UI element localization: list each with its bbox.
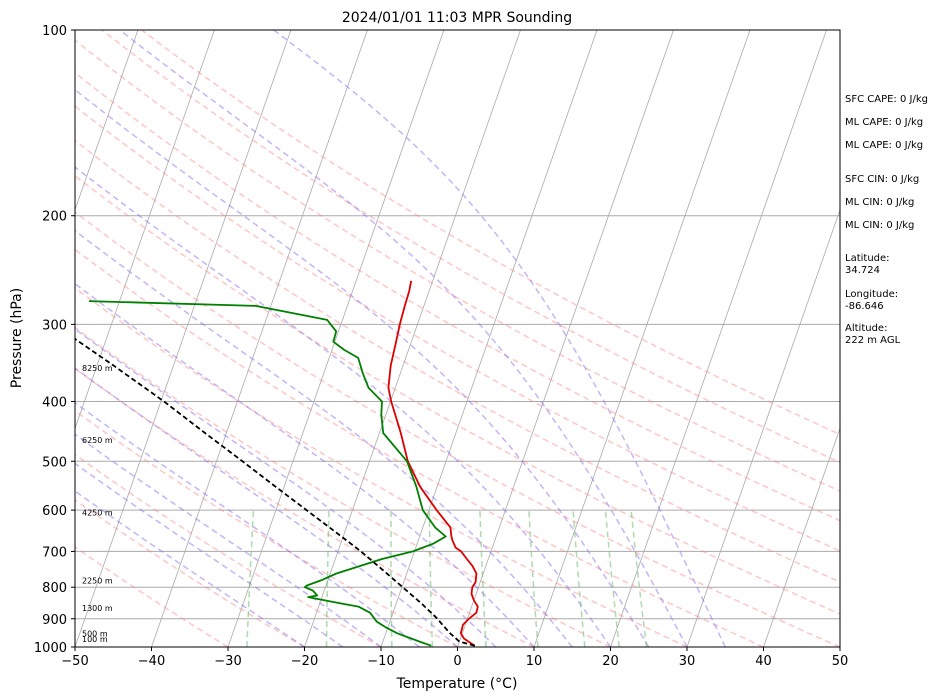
x-axis-ticks: −50 −40 −30 −20 −10 0 10 20 30 40 50 [61, 647, 848, 669]
dry-adiabat-line [75, 39, 840, 492]
moist-adiabat-line [75, 462, 344, 647]
height-label: 4250 m [82, 508, 113, 517]
stat-line: SFC CIN: 0 J/kg [845, 174, 919, 185]
isotherm-line [75, 30, 139, 211]
height-label: 1300 m [82, 604, 113, 613]
dry-adiabat-line [75, 499, 305, 647]
y-tick-label: 200 [42, 210, 67, 225]
y-tick-label: 600 [42, 504, 67, 519]
dry-adiabat-line [75, 546, 229, 647]
moist-adiabat-line [75, 367, 458, 647]
isotherm-line [75, 30, 292, 647]
stat-line: SFC CAPE: 0 J/kg [845, 94, 928, 105]
height-label: 2250 m [82, 576, 113, 585]
dry-adiabat-line [75, 409, 458, 647]
isotherm-line [380, 30, 598, 647]
height-label: 6250 m [82, 436, 113, 445]
location-value: 222 m AGL [845, 335, 901, 346]
moist-adiabat-line [75, 401, 420, 647]
moist-adiabat-line [75, 166, 612, 647]
y-tick-label: 100 [42, 24, 67, 39]
dry-adiabat-line [75, 71, 840, 522]
series-dewpoint-line [88, 300, 447, 647]
location-label: Altitude: [845, 323, 887, 334]
y-axis-label: Pressure (hPa) [9, 288, 25, 388]
chart-title: 2024/01/01 11:03 MPR Sounding [342, 10, 572, 26]
isotherm-line [227, 30, 445, 647]
stat-line: ML CIN: 0 J/kg [845, 197, 914, 208]
stat-line: ML CAPE: 0 J/kg [845, 117, 923, 128]
location-label: Latitude: [845, 253, 890, 264]
x-tick-label: 10 [526, 654, 543, 669]
location-value: 34.724 [845, 265, 880, 276]
dry-adiabat-line [75, 453, 382, 647]
moist-adiabat-line [273, 30, 726, 647]
mixing-ratio-line [630, 510, 648, 647]
y-tick-label: 800 [42, 581, 67, 596]
moist-adiabat-line [75, 282, 535, 647]
y-axis-ticks: 1000 900 800 700 600 500 400 300 200 100 [34, 24, 75, 656]
dry-adiabat-line [75, 211, 840, 647]
height-label: 100 m [82, 635, 108, 644]
stat-line: ML CAPE: 0 J/kg [845, 140, 923, 151]
x-axis-label: Temperature (°C) [396, 676, 518, 692]
sounding-traces [75, 280, 479, 647]
plot-background [75, 30, 840, 647]
x-tick-label: −20 [291, 654, 318, 669]
series-temperature-line [387, 280, 479, 647]
isotherm-line [75, 30, 215, 430]
x-tick-label: −30 [214, 654, 241, 669]
moist-adiabat-line [75, 433, 382, 647]
isotherm-line [533, 30, 751, 647]
dry-adiabat-line [75, 248, 764, 647]
moist-adiabat-line [75, 88, 650, 647]
x-tick-label: 30 [679, 654, 696, 669]
location-label: Longitude: [845, 289, 898, 300]
isotherm-line [151, 30, 368, 647]
x-tick-label: 20 [602, 654, 619, 669]
x-tick-label: −50 [61, 654, 88, 669]
stat-line: ML CIN: 0 J/kg [845, 220, 914, 231]
mixing-ratio-line [572, 510, 586, 647]
isotherm-line [304, 30, 521, 647]
dry-adiabat-line [75, 367, 535, 647]
location-value: -86.646 [845, 301, 884, 312]
dry-adiabat-line [75, 105, 840, 552]
dry-adiabat-line [75, 139, 840, 583]
isotherm-line [610, 30, 827, 647]
height-label: 500 m [82, 629, 108, 638]
x-tick-label: −40 [138, 654, 165, 669]
height-label: 8250 m [82, 364, 113, 373]
x-tick-label: −10 [367, 654, 394, 669]
y-tick-label: 400 [42, 395, 67, 410]
y-tick-label: 500 [42, 455, 67, 470]
isotherm-line [457, 30, 674, 647]
dry-adiabat-line [141, 30, 840, 436]
y-tick-label: 1000 [34, 641, 67, 656]
isotherm-line [763, 427, 840, 647]
moist-adiabat-line [119, 30, 688, 647]
isotherm-line [686, 208, 840, 647]
x-tick-label: 50 [832, 654, 849, 669]
y-tick-label: 700 [42, 545, 67, 560]
y-tick-label: 300 [42, 318, 67, 333]
moist-adiabat-line [75, 328, 497, 647]
x-tick-label: 0 [453, 654, 461, 669]
y-tick-label: 900 [42, 613, 67, 628]
reference-lines [75, 30, 840, 647]
stats-panel: SFC CAPE: 0 J/kg ML CAPE: 0 J/kg ML CAPE: … [845, 94, 928, 346]
mixing-ratio-line [604, 510, 621, 647]
plot-area [75, 30, 840, 647]
x-tick-label: 40 [755, 654, 772, 669]
